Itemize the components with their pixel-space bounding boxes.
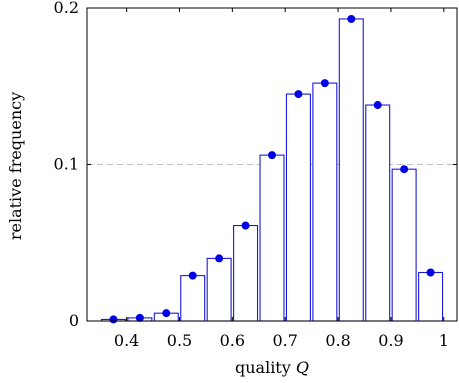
data-point [320,79,329,88]
ticks-layer [87,7,457,322]
x-tick-label: 0.4 [114,331,139,350]
y-tick-label: 0 [69,311,79,330]
histogram-bar [391,168,417,322]
data-point [373,101,382,110]
data-point [162,309,171,318]
data-point [109,315,118,324]
tick-labels-layer: 0.4 0.5 0.6 0.7 0.8 0.9 1 0 0.1 0.2 [54,0,449,350]
y-axis-title: relative frequency [6,92,25,240]
x-tick-label: 0.9 [378,331,403,350]
histogram-bar [285,93,311,322]
x-tick-label: 0.6 [220,331,245,350]
histogram-bar [180,275,206,322]
data-point [268,151,276,160]
x-tick-label: 0.5 [167,331,192,350]
data-point [188,271,197,280]
x-axis-title: quality Q [235,358,309,377]
data-point [135,313,144,322]
histogram-bar [418,271,444,322]
data-point [241,221,250,230]
x-tick-label: 1 [439,331,449,350]
x-tick-label: 0.7 [272,331,297,350]
y-tick-label: 0.2 [54,0,79,17]
data-point [400,165,409,174]
y-tick-label: 0.1 [54,155,79,174]
histogram-bar [365,104,391,322]
histogram-bar [338,18,364,322]
x-tick-label: 0.8 [325,331,350,350]
bars-layer [100,18,444,322]
x-axis-label-text: quality [235,358,291,377]
histogram-bar [312,82,338,322]
x-axis-variable: Q [296,358,309,377]
data-point [215,254,224,263]
histogram-bar [233,224,259,322]
data-point [347,14,356,23]
histogram-bar [206,257,232,322]
data-point [426,268,435,277]
points-layer [109,14,435,324]
data-point [294,90,303,99]
histogram-bar [259,154,285,322]
